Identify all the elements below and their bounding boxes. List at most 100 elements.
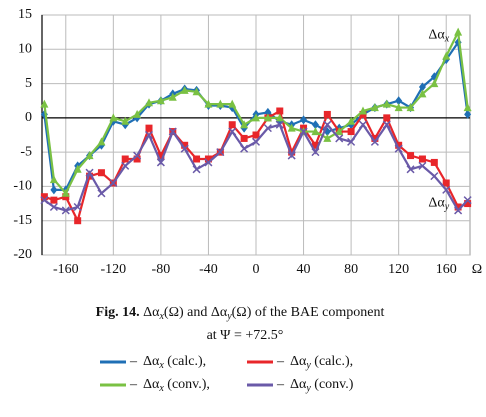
marker (40, 193, 48, 201)
marker (97, 189, 106, 198)
y-tick-label: 15 (18, 7, 32, 22)
caption-text: Δαx(Ω) and Δαy(Ω) of the BAE component (143, 305, 384, 322)
marker (133, 109, 142, 118)
marker (370, 137, 379, 146)
marker (454, 27, 463, 36)
marker (358, 120, 368, 129)
marker (204, 99, 213, 108)
marker (156, 158, 165, 167)
marker (73, 164, 82, 173)
marker (97, 169, 105, 177)
marker (228, 127, 237, 136)
marker (347, 137, 356, 146)
marker (192, 87, 201, 96)
x-tick-label: 40 (297, 262, 311, 277)
marker (240, 120, 249, 129)
x-tick-label: 80 (344, 262, 358, 277)
marker (263, 113, 272, 122)
marker (323, 110, 331, 118)
marker (240, 134, 248, 142)
marker (430, 172, 439, 181)
marker (168, 127, 177, 136)
marker (85, 168, 94, 177)
marker (85, 151, 94, 160)
y-tick-label: -20 (13, 247, 32, 262)
x-axis-label: Ω (472, 262, 482, 277)
legend-separator: – (129, 354, 138, 369)
marker (407, 152, 415, 160)
marker (193, 155, 201, 163)
marker (418, 89, 427, 98)
x-tick-label: -80 (152, 262, 171, 277)
marker (144, 130, 154, 140)
marker (49, 175, 58, 184)
marker (300, 115, 308, 125)
marker (192, 165, 201, 174)
marker (50, 185, 58, 195)
marker (145, 98, 153, 107)
marker (73, 202, 82, 212)
marker (240, 144, 249, 153)
marker (157, 152, 165, 160)
legend-separator: – (276, 377, 285, 392)
marker (145, 124, 153, 132)
caption-line: at Ψ = +72.5° (207, 328, 284, 343)
marker (61, 188, 70, 197)
x-tick-label: -120 (100, 262, 126, 277)
marker (263, 124, 272, 133)
marker (216, 99, 225, 108)
marker (442, 51, 451, 60)
marker (97, 137, 106, 146)
marker (40, 99, 49, 108)
marker (382, 120, 391, 129)
marker (61, 206, 70, 215)
x-tick-label: -40 (199, 262, 218, 277)
marker (121, 161, 130, 170)
marker (251, 137, 261, 146)
marker (418, 161, 427, 170)
marker (430, 79, 439, 88)
marker (180, 144, 189, 153)
marker (133, 151, 142, 160)
annotation: Δαy (428, 196, 449, 213)
marker (418, 82, 426, 92)
legend-label: Δαx (calc.), (143, 354, 206, 371)
marker (287, 123, 296, 132)
y-tick-label: 5 (25, 76, 32, 91)
marker (49, 202, 58, 212)
marker (371, 134, 379, 142)
marker (463, 103, 472, 112)
y-tick-label: -15 (13, 213, 32, 228)
caption-line: Fig. 14. Δαx(Ω) and Δαy(Ω) of the BAE co… (96, 305, 385, 322)
marker (156, 96, 165, 105)
y-tick-label: 10 (18, 42, 32, 57)
legend-label: Δαy (conv.) (290, 377, 354, 394)
marker (347, 116, 356, 125)
marker (121, 116, 130, 125)
marker (454, 206, 463, 215)
marker (133, 155, 141, 163)
x-tick-label: -160 (53, 262, 79, 277)
marker (287, 151, 296, 160)
marker (454, 203, 462, 211)
marker (168, 92, 177, 101)
marker (383, 114, 391, 122)
marker (382, 99, 391, 108)
marker (275, 113, 284, 122)
marker (288, 148, 296, 156)
marker (347, 128, 355, 136)
marker (228, 121, 236, 129)
marker (464, 200, 472, 208)
marker (228, 99, 237, 108)
marker (299, 127, 308, 136)
marker (335, 127, 344, 136)
marker (204, 155, 212, 163)
x-tick-label: 0 (253, 262, 260, 277)
marker (74, 217, 82, 225)
annotation: Δαx (428, 28, 449, 45)
marker (311, 141, 319, 149)
marker (335, 134, 344, 143)
marker (109, 113, 118, 122)
x-tick-label: 120 (388, 262, 409, 277)
